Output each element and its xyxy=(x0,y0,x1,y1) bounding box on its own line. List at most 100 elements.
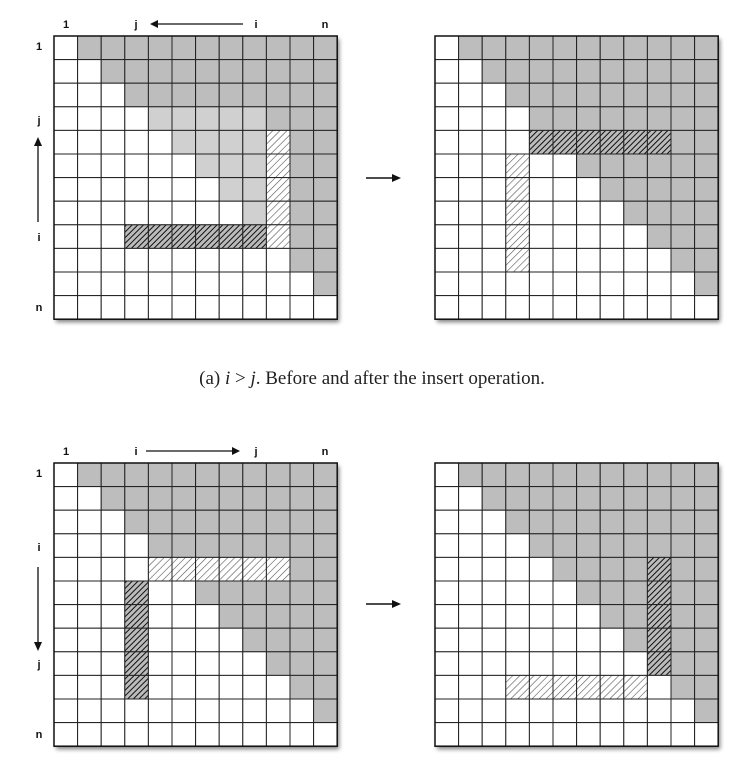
grid-cell xyxy=(434,153,460,179)
grid-cell xyxy=(505,224,530,249)
grid-cell xyxy=(195,271,220,297)
grid-cell xyxy=(195,82,220,108)
grid-cell xyxy=(552,35,578,61)
grid-cell xyxy=(434,674,460,700)
grid-cell xyxy=(242,224,267,249)
grid-cell xyxy=(77,674,102,700)
grid-panel-before-b: 1 i j n 1 i j n xyxy=(34,446,338,747)
grid-cell xyxy=(623,200,648,226)
grid-cell xyxy=(77,627,102,653)
grid-cell xyxy=(670,153,696,179)
top-label-j: j xyxy=(253,446,257,458)
grid-cell xyxy=(694,247,719,273)
grid-cell xyxy=(576,651,601,676)
grid-cell xyxy=(434,106,460,131)
grid-cell xyxy=(289,604,315,629)
grid-cell xyxy=(623,509,648,535)
grid-cell xyxy=(623,674,648,700)
grid-cell xyxy=(670,627,696,653)
grid-cell xyxy=(77,59,102,84)
grid-cell xyxy=(505,486,530,511)
grid-cell xyxy=(124,651,149,676)
grid-cell xyxy=(458,698,483,724)
grid-cell xyxy=(528,486,554,511)
grid-cell xyxy=(265,462,291,488)
grid-cell xyxy=(265,604,291,629)
grid-cell xyxy=(646,698,672,724)
grid-cell xyxy=(124,533,149,558)
grid-cell xyxy=(195,604,220,629)
grid-cell xyxy=(218,627,244,653)
grid-cell xyxy=(100,722,126,747)
grid-panel-before-a: 1 j i n 1 j i n xyxy=(34,19,338,320)
grid-cell xyxy=(599,580,625,606)
grid-cell xyxy=(670,533,696,558)
grid-cell xyxy=(313,674,338,700)
grid-cell xyxy=(218,509,244,535)
grid-cell xyxy=(218,698,244,724)
grid-cell xyxy=(552,82,578,108)
grid-cell xyxy=(100,462,126,488)
grid-cell xyxy=(100,295,126,320)
grid-cell xyxy=(171,556,197,582)
grid-cell xyxy=(670,509,696,535)
grid-cell xyxy=(218,295,244,320)
grid-cell xyxy=(623,59,648,84)
grid-cell xyxy=(576,295,601,320)
grid-cell xyxy=(53,580,79,606)
grid-cell xyxy=(434,462,460,488)
grid-cell xyxy=(100,177,126,202)
grid-cell xyxy=(124,224,149,249)
grid-cell xyxy=(505,295,530,320)
grid-cell xyxy=(313,129,338,155)
grid-cell xyxy=(481,604,507,629)
grid-cell xyxy=(552,604,578,629)
grid-cell xyxy=(528,153,554,179)
grid-cell xyxy=(53,129,79,155)
grid-cell xyxy=(289,722,315,747)
grid-cell xyxy=(599,224,625,249)
grid-cell xyxy=(124,486,149,511)
grid-cell xyxy=(670,462,696,488)
grid-cell xyxy=(505,556,530,582)
grid-cell xyxy=(505,462,530,488)
grid-cell xyxy=(623,82,648,108)
grid-cell xyxy=(124,59,149,84)
grid-cell xyxy=(694,509,719,535)
grid-cell xyxy=(576,509,601,535)
grid-cell xyxy=(265,580,291,606)
grid-cell xyxy=(218,651,244,676)
grid-cell xyxy=(694,224,719,249)
grid-cell xyxy=(53,509,79,535)
grid-cell xyxy=(195,627,220,653)
grid-cell xyxy=(147,177,173,202)
grid-cell xyxy=(100,106,126,131)
grid-cell xyxy=(599,533,625,558)
grid-cell xyxy=(124,82,149,108)
grid-cell xyxy=(124,556,149,582)
grid-cell xyxy=(100,59,126,84)
grid-cell xyxy=(242,651,267,676)
grid-cell xyxy=(289,200,315,226)
grid-cell xyxy=(434,651,460,676)
grid-cell xyxy=(576,106,601,131)
grid-cell xyxy=(528,82,554,108)
grid-cell xyxy=(505,580,530,606)
grid-cell xyxy=(147,509,173,535)
grid-cell xyxy=(124,271,149,297)
grid-cell xyxy=(458,556,483,582)
grid-cell xyxy=(100,200,126,226)
grid-cell xyxy=(100,153,126,179)
grid-cell xyxy=(147,533,173,558)
grid-cell xyxy=(694,580,719,606)
grid-cell xyxy=(265,224,291,249)
grid-cell xyxy=(195,106,220,131)
grid-cell xyxy=(289,82,315,108)
grid-cell xyxy=(53,82,79,108)
grid-cell xyxy=(77,177,102,202)
grid-cell xyxy=(289,674,315,700)
grid-cell xyxy=(77,462,102,488)
grid-cell xyxy=(289,224,315,249)
grid-cell xyxy=(623,627,648,653)
grid-cell xyxy=(265,722,291,747)
